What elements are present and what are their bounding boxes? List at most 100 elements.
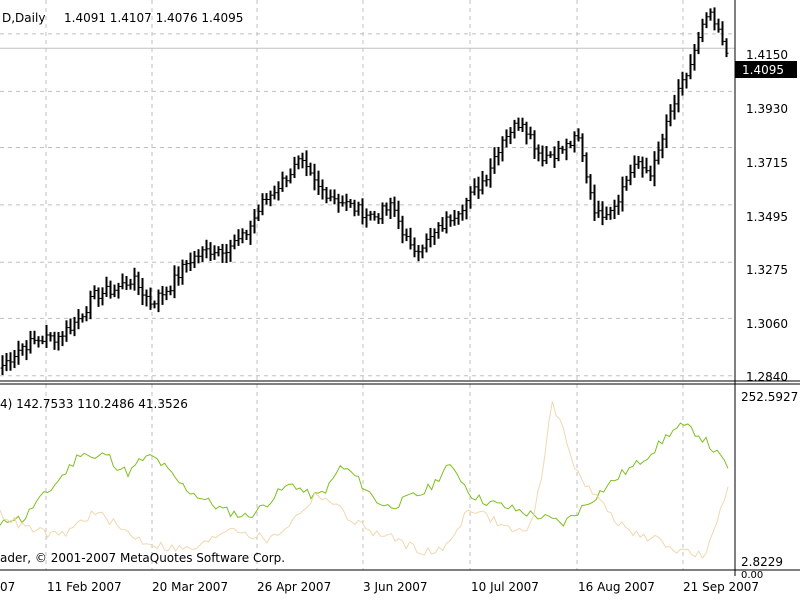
ohlc-bar [548,151,553,158]
ohlc-bar [488,158,493,188]
ohlc-bar [576,128,581,142]
ohlc-bar [516,117,521,131]
ohlc-bar [684,72,689,89]
ohlc-bar [8,352,13,371]
ohlc-bar [196,249,201,264]
ohlc-bar [508,127,513,145]
ohlc-bar [164,286,169,301]
ohlc-bar [696,31,701,55]
ohlc-bar [60,331,65,347]
ohlc-bar [624,175,629,191]
ohlc-bar [492,147,497,174]
ohlc-bar [112,284,117,298]
ohlc-bar [84,306,89,322]
ohlc-bar [660,133,665,159]
ohlc-bar [292,156,297,179]
ohlc-bar [496,146,501,166]
indicator-min-label: 2.8229 [741,555,783,569]
ohlc-bar [480,171,485,195]
ohlc-bar [652,151,657,187]
ohlc-bar [96,287,101,307]
ohlc-bar [580,133,585,163]
ohlc-bar [156,289,161,313]
ohlc-bar [272,185,277,200]
ohlc-bar [572,131,577,153]
ohlc-bar [500,136,505,162]
ohlc-bar [568,140,573,149]
indicator-values: 4) 142.7533 110.2486 41.3526 [0,397,188,411]
time-label: 21 Sep 2007 [683,580,759,594]
ohlc-bar [432,228,437,245]
ohlc-bar [176,266,181,286]
ohlc-bar [644,157,649,174]
ohlc-bar [336,193,341,213]
ohlc-bar [332,189,337,205]
ohlc-bar [48,332,53,342]
ohlc-bar [136,271,141,296]
ohlc-bar [692,44,697,71]
ohlc-bar [716,18,721,33]
ohlc-bar [240,228,245,244]
ohlc-bar [372,210,377,221]
ohlc-bar [464,197,469,220]
time-label: 07 [0,580,15,594]
indicator-zero-label: 0.00 [741,570,763,581]
ohlc-bar [632,155,637,178]
ohlc-bar [616,194,621,215]
ohlc-bar [468,186,473,209]
ohlc-bar [504,129,509,148]
ohlc-bar [412,237,417,258]
ohlc-bar [0,355,5,376]
ohlc-bar [388,197,393,219]
ohlc-bar [296,155,301,170]
time-label: 11 Feb 2007 [47,580,122,594]
ohlc-bar [356,201,361,216]
ohlc-bar [584,152,589,184]
ohlc-bar [472,178,477,196]
ohlc-bar [312,163,317,191]
ohlc-bar [256,204,261,222]
ohlc-bar [36,336,41,348]
ohlc-bar [544,146,549,165]
ohlc-bar [280,171,285,192]
ohlc-bar [232,234,237,250]
ohlc-bar [264,193,269,205]
ohlc-bar [72,316,77,337]
indicator-lines [0,401,729,560]
ohlc-bar [620,176,625,212]
ohlc-bar [636,156,641,169]
copyright-text: ader, © 2001-2007 MetaQuotes Software Co… [0,551,285,565]
ohlc-bar [184,259,189,273]
price-tick-label: 1.3495 [746,210,788,224]
ohlc-bar [80,313,85,323]
price-tick-label: 1.3060 [746,317,788,331]
ohlc-bar [420,244,425,259]
ohlc-bar [124,275,129,290]
ohlc-bar [324,186,329,204]
ohlc-bar [720,21,725,46]
ohlc-bar [724,38,729,58]
price-tick-label: 1.3275 [746,263,788,277]
ohlc-bar [148,287,153,310]
ohlc-bar [656,141,661,165]
ohlc-bar [68,318,73,335]
ohlc-bar [648,165,653,182]
ohlc-bar [140,277,145,306]
ohlc-bar [452,209,457,226]
ohlc-bar [700,18,705,43]
ohlc-bar [100,287,105,306]
ohlc-bar [252,209,257,234]
current-price-tag-bg [735,61,797,78]
ohlc-bar [612,199,617,220]
price-tick-label: 1.2840 [746,370,788,384]
ohlc-bar [376,213,381,224]
ohlc-bar [168,285,173,296]
ohlc-bar [540,145,545,167]
ohlc-bar [288,168,293,184]
ohlc-bar [456,210,461,225]
ohlc-bar [640,156,645,178]
ohlc-bar [364,208,369,228]
ohlc-bar [328,189,333,202]
ohlc-bar [404,228,409,242]
